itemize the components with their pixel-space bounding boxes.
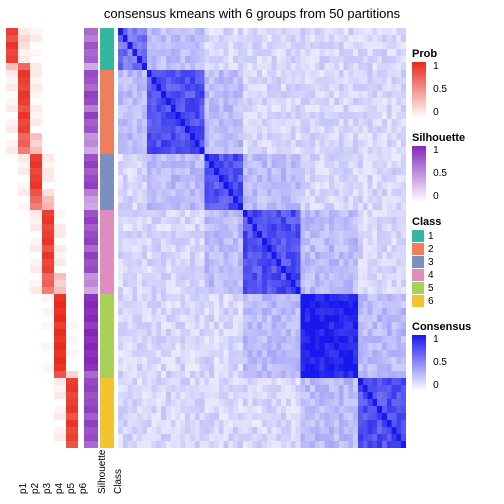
legend-silhouette-ticks: 10.50 xyxy=(433,146,463,202)
legend-silhouette-title: Silhouette xyxy=(412,132,500,144)
legend-class: Class 123456 xyxy=(412,216,500,307)
legend-class-row: 3 xyxy=(412,256,500,268)
legend-consensus: Consensus 10.50 xyxy=(412,321,500,391)
legend-class-title: Class xyxy=(412,216,500,228)
legend-class-row: 4 xyxy=(412,269,500,281)
class-annotation-column xyxy=(100,28,114,448)
consensus-heatmap xyxy=(118,28,406,448)
legend-consensus-gradient xyxy=(412,335,426,391)
silhouette-annotation-column xyxy=(84,28,98,448)
legend-prob-title: Prob xyxy=(412,48,500,60)
legend-prob-gradient xyxy=(412,62,426,118)
legend-prob-ticks: 10.50 xyxy=(433,62,463,118)
plot-area xyxy=(6,28,406,448)
legends-panel: Prob 10.50 Silhouette 10.50 Class 123456… xyxy=(412,48,500,405)
legend-class-row: 2 xyxy=(412,243,500,255)
legend-silhouette-gradient xyxy=(412,146,426,202)
legend-prob: Prob 10.50 xyxy=(412,48,500,118)
legend-class-row: 1 xyxy=(412,230,500,242)
page-title: consensus kmeans with 6 groups from 50 p… xyxy=(0,6,504,21)
prob-annotation-matrix xyxy=(6,28,78,448)
legend-class-row: 6 xyxy=(412,295,500,307)
legend-consensus-ticks: 10.50 xyxy=(433,335,463,391)
legend-consensus-title: Consensus xyxy=(412,321,500,333)
column-labels: p1p2p3p4p5p6SilhouetteClass xyxy=(6,450,126,500)
legend-class-row: 5 xyxy=(412,282,500,294)
legend-silhouette: Silhouette 10.50 xyxy=(412,132,500,202)
